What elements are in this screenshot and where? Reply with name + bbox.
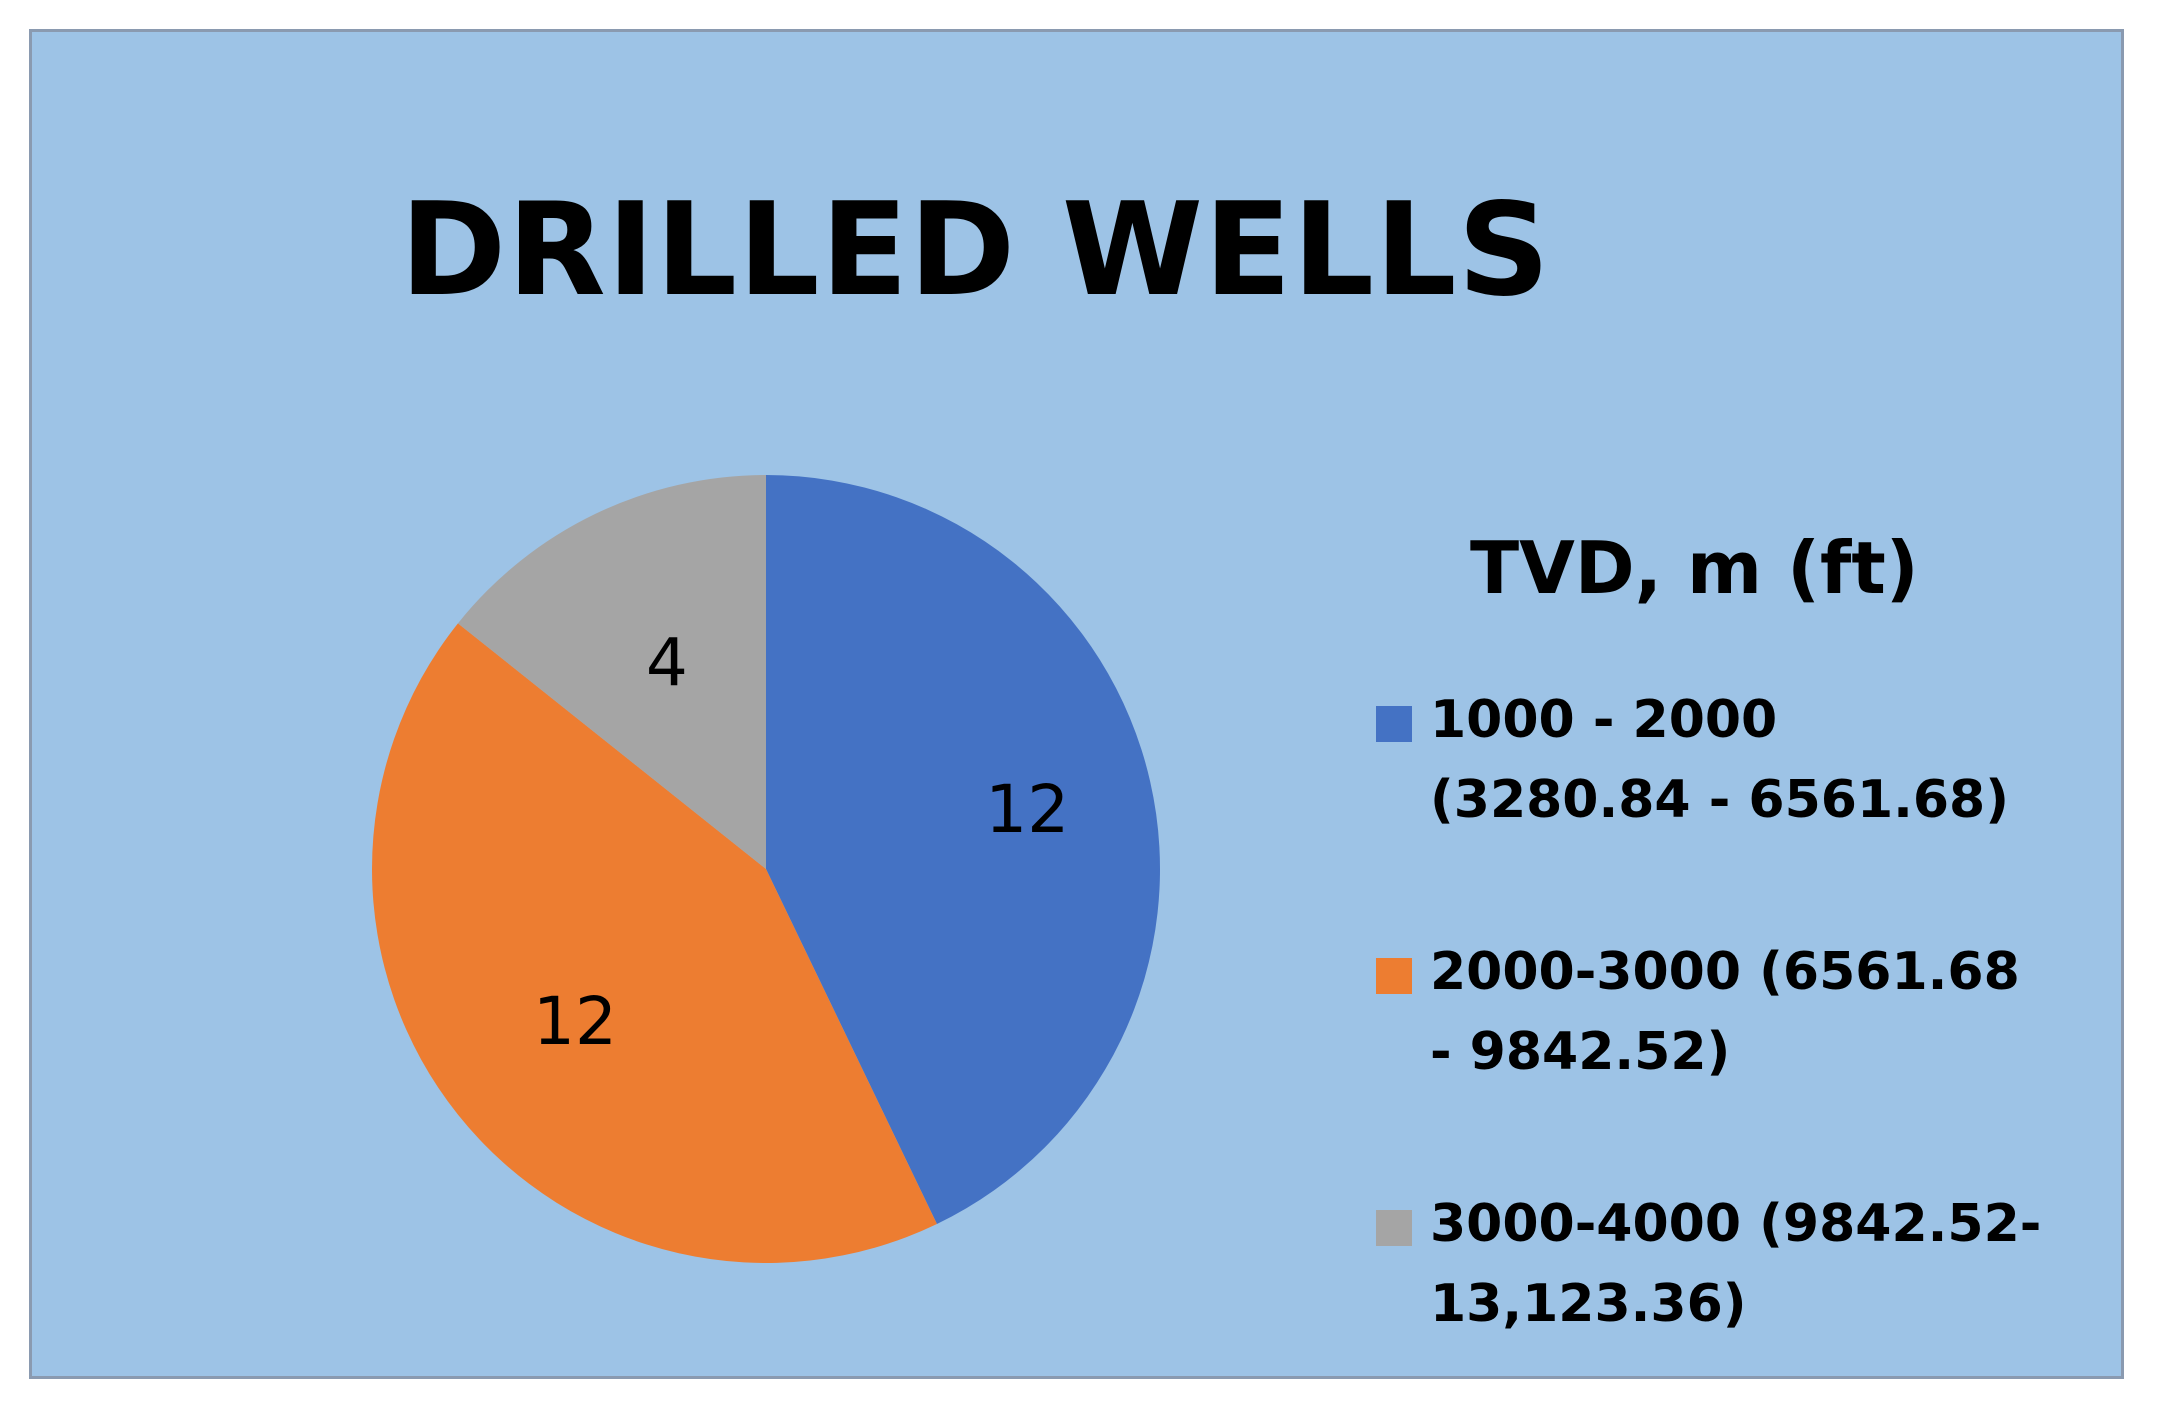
legend-swatch <box>1376 1210 1412 1246</box>
legend-label: 3000-4000 (9842.52- 13,123.36) <box>1430 1194 2042 1334</box>
pie-slice <box>457 475 766 869</box>
legend-label: 2000-3000 (6561.68 - 9842.52) <box>1430 942 2020 1082</box>
data-label: 12 <box>985 771 1069 848</box>
data-label: 12 <box>533 983 617 1060</box>
legend-swatch <box>1376 958 1412 994</box>
pie-slice <box>372 623 937 1263</box>
chart-title: DRILLED WELLS <box>400 176 1551 325</box>
pie-slice <box>766 475 1160 1224</box>
legend-title: TVD, m (ft) <box>1470 526 1919 610</box>
legend-label: 1000 - 2000 (3280.84 - 6561.68) <box>1430 690 2010 830</box>
data-label: 4 <box>646 625 688 702</box>
legend-swatch <box>1376 706 1412 742</box>
